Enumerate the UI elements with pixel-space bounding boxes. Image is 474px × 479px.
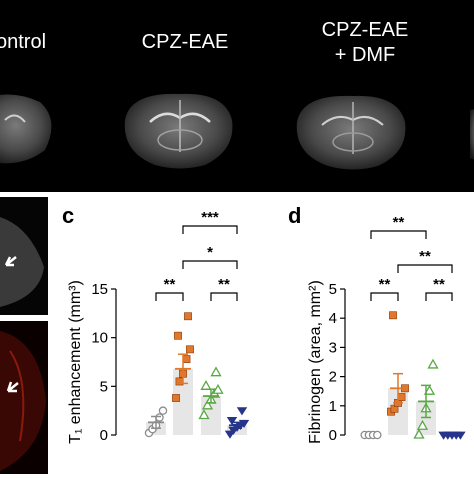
mri-image-panel: ontrol CPZ-EAE CPZ-EAE + DMF <box>0 0 474 192</box>
data-point <box>416 419 429 430</box>
panel-letter-d: d <box>288 203 301 228</box>
data-point <box>184 312 192 321</box>
y-tick-label: 15 <box>91 281 108 298</box>
data-point <box>186 345 194 354</box>
data-point <box>236 407 248 416</box>
data-point <box>155 413 164 422</box>
y-tick-label: 2 <box>329 369 337 386</box>
histology-image-top <box>0 197 48 315</box>
histology-image-bottom <box>0 321 48 474</box>
y-tick-label: 4 <box>329 310 337 327</box>
brain-scan-control <box>0 94 52 164</box>
significance-label: ** <box>379 276 391 293</box>
data-point <box>427 358 439 369</box>
label-cpz-eae-dmf-line2: + DMF <box>334 44 396 66</box>
significance-label: * <box>207 244 213 261</box>
data-point <box>455 431 466 440</box>
y-tick-label: 5 <box>100 378 108 395</box>
significance-label: ** <box>218 276 230 293</box>
data-point <box>413 428 425 439</box>
brain-scan-cpz-eae <box>124 93 233 169</box>
brain-scan-partial-right <box>470 109 474 160</box>
data-point <box>174 331 182 340</box>
significance-label: ** <box>164 276 176 293</box>
y-tick-label: 0 <box>100 427 108 444</box>
panel-letter-c: c <box>62 203 74 228</box>
significance-label: ** <box>393 214 405 231</box>
data-point <box>201 399 214 410</box>
data-point <box>182 355 191 363</box>
label-control: ontrol <box>0 31 47 53</box>
significance-bracket <box>370 230 427 239</box>
significance-bracket <box>210 292 238 301</box>
significance-bracket <box>370 292 399 301</box>
y-tick-label: 1 <box>329 398 337 415</box>
significance-bracket <box>425 292 453 301</box>
data-point <box>226 416 238 426</box>
data-point <box>200 380 212 390</box>
data-point <box>397 393 406 401</box>
data-point <box>172 394 180 402</box>
y-tick-label: 10 <box>91 330 108 347</box>
data-point <box>423 384 436 395</box>
label-cpz-eae: CPZ-EAE <box>141 31 229 53</box>
significance-label: ** <box>433 276 445 293</box>
label-cpz-eae-dmf-line1: CPZ-EAE <box>321 19 409 41</box>
brain-scan-cpz-eae-dmf <box>296 95 406 170</box>
y-axis-label: T₁ enhancement (mm³) <box>67 280 84 444</box>
data-point <box>158 406 168 415</box>
data-point <box>210 366 222 377</box>
significance-bracket <box>182 225 238 234</box>
y-axis-label: Fibrinogen (area, mm²) <box>307 280 324 444</box>
y-tick-label: 0 <box>329 427 337 444</box>
significance-bracket <box>182 260 238 269</box>
significance-bracket <box>397 264 453 273</box>
y-tick-label: 5 <box>329 281 337 298</box>
significance-label: *** <box>201 209 219 226</box>
significance-label: ** <box>419 248 431 265</box>
data-point <box>373 430 382 440</box>
data-point <box>198 409 210 420</box>
significance-bracket <box>155 292 184 301</box>
data-point <box>389 311 397 320</box>
y-tick-label: 3 <box>329 339 337 356</box>
brain-scans <box>0 93 474 170</box>
